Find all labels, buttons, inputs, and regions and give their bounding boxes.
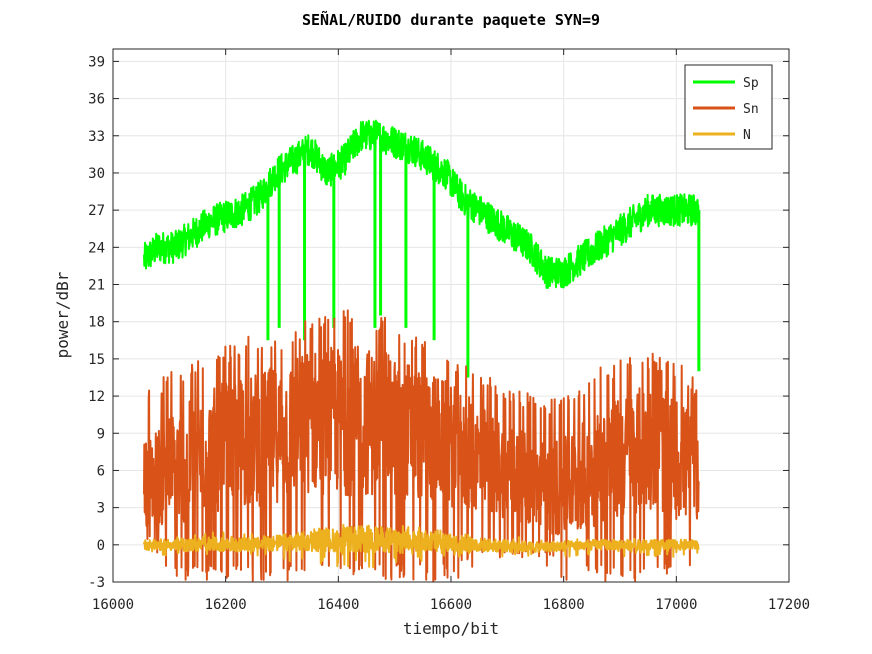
y-axis-title: power/dBr [53, 271, 72, 358]
legend: Sp Sn N [684, 64, 773, 150]
y-tick-label: 12 [88, 389, 105, 405]
y-tick-label: 27 [88, 203, 105, 219]
y-tick-label: 6 [97, 463, 105, 479]
y-tick-label: 18 [88, 315, 105, 331]
y-tick-label: 9 [97, 426, 105, 442]
y-tick-label: 3 [97, 501, 105, 517]
y-tick-label: 21 [88, 278, 105, 294]
x-tick-label: 17000 [655, 597, 697, 613]
x-axis-title: tiempo/bit [403, 619, 499, 638]
x-tick-label: 16800 [543, 597, 585, 613]
series-n [143, 523, 700, 569]
x-tick-label: 16600 [430, 597, 472, 613]
y-tick-label: 39 [88, 54, 105, 70]
series-sn [143, 309, 700, 583]
legend-label-n: N [743, 128, 751, 143]
series-line [143, 523, 700, 569]
series-layer [143, 119, 701, 583]
y-tick-label: 0 [97, 538, 105, 554]
series-line [143, 119, 700, 289]
x-tick-label: 16400 [317, 597, 359, 613]
x-tick-label: 17200 [768, 597, 810, 613]
y-tick-label: 36 [88, 92, 105, 108]
y-tick-label: -3 [88, 575, 105, 591]
y-tick-label: 33 [88, 129, 105, 145]
series-line [143, 309, 700, 583]
ticks: 16000 16200 16400 16600 16800 17000 17200-3036… [88, 49, 810, 613]
x-tick-label: 16200 [205, 597, 247, 613]
legend-label-sn: Sn [743, 102, 759, 117]
series-sp [143, 119, 701, 378]
legend-label-sp: Sp [743, 76, 759, 91]
chart-title: SEÑAL/RUIDO durante paquete SYN=9 [302, 10, 600, 29]
x-tick-label: 16000 [92, 597, 134, 613]
plot-area: 16000 16200 16400 16600 16800 17000 17200-3036… [88, 48, 810, 613]
y-tick-label: 24 [88, 240, 105, 256]
y-tick-label: 30 [88, 166, 105, 182]
y-tick-label: 15 [88, 352, 105, 368]
